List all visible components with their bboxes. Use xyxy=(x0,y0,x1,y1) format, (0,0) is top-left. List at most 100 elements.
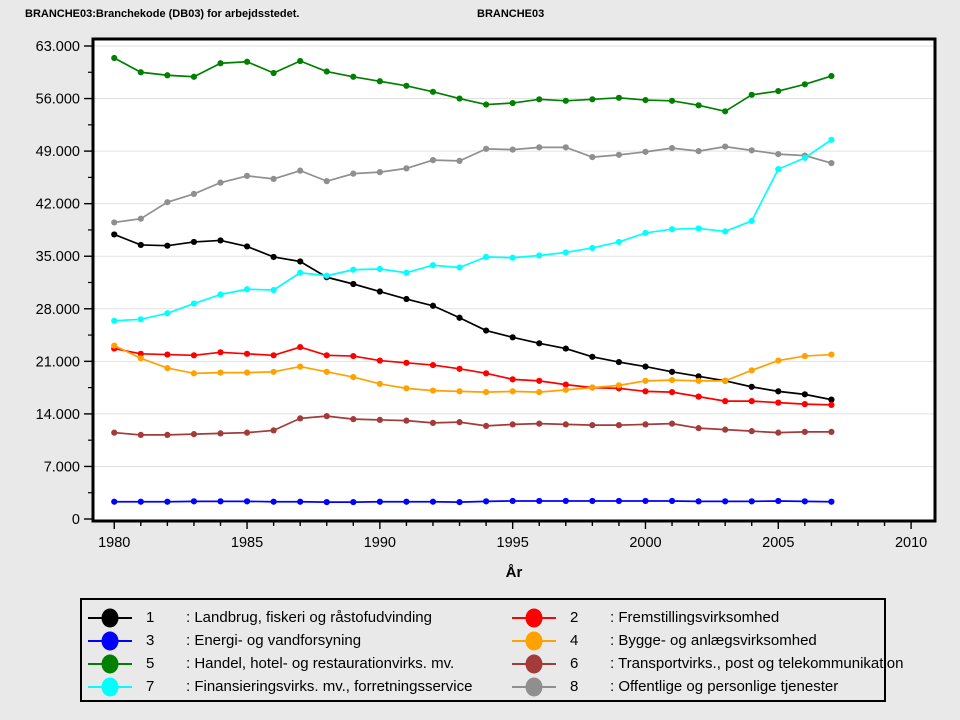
series-marker-7 xyxy=(589,244,596,252)
series-marker-6 xyxy=(164,431,171,439)
series-marker-6 xyxy=(775,429,782,436)
series-marker-8 xyxy=(668,145,676,152)
series-marker-5 xyxy=(642,96,649,104)
series-marker-5 xyxy=(668,97,676,104)
legend-series-label: : Offentlige og personlige tjenester xyxy=(610,678,839,695)
series-marker-8 xyxy=(376,169,383,176)
series-marker-4 xyxy=(403,385,410,392)
series-marker-6 xyxy=(190,431,198,438)
series-marker-7 xyxy=(164,310,171,317)
series-marker-8 xyxy=(297,167,304,174)
series-marker-5 xyxy=(695,102,702,109)
series-marker-2 xyxy=(722,398,729,405)
series-marker-6 xyxy=(350,416,357,423)
legend-series-number: 7 xyxy=(146,678,155,695)
y-axis-tick-label: 7.000 xyxy=(44,459,80,475)
series-marker-3 xyxy=(589,497,596,505)
series-marker-7 xyxy=(403,269,410,276)
legend-series-number: 5 xyxy=(146,655,155,672)
legend-entry-4: 4 : Bygge- og anlægsvirksomhed xyxy=(510,629,903,652)
y-axis-tick-label: 28.000 xyxy=(36,302,80,318)
series-marker-4 xyxy=(323,368,330,375)
series-marker-2 xyxy=(403,359,410,366)
series-line-2 xyxy=(114,346,832,406)
series-marker-6 xyxy=(828,428,835,436)
series-line-6 xyxy=(114,415,832,436)
series-marker-5 xyxy=(323,68,330,75)
series-marker-8 xyxy=(323,178,330,185)
series-marker-8 xyxy=(828,160,835,167)
series-marker-4 xyxy=(243,369,251,376)
series-marker-4 xyxy=(695,377,702,384)
series-marker-8 xyxy=(642,148,649,155)
series-marker-6 xyxy=(615,422,623,429)
series-marker-5 xyxy=(164,72,171,79)
series-marker-8 xyxy=(429,157,437,164)
series-marker-3 xyxy=(403,498,410,505)
series-marker-3 xyxy=(111,498,118,505)
series-marker-2 xyxy=(509,376,516,383)
y-axis-tick-label: 0 xyxy=(72,512,80,528)
series-marker-6 xyxy=(323,413,330,420)
series-marker-5 xyxy=(403,82,410,89)
series-marker-5 xyxy=(483,101,490,108)
series-marker-2 xyxy=(668,389,676,396)
series-marker-3 xyxy=(509,497,516,505)
series-marker-7 xyxy=(828,136,835,143)
series-marker-7 xyxy=(509,254,516,261)
legend-series-label: : Bygge- og anlægsvirksomhed xyxy=(610,632,817,649)
series-marker-3 xyxy=(350,499,357,506)
series-marker-3 xyxy=(722,498,729,505)
series-marker-5 xyxy=(456,95,463,102)
series-marker-2 xyxy=(350,352,357,360)
series-line-1 xyxy=(113,233,832,401)
legend-marker-icon xyxy=(512,654,556,673)
series-marker-6 xyxy=(589,422,596,429)
series-marker-3 xyxy=(695,498,702,505)
legend-series-number: 4 xyxy=(570,632,579,649)
series-marker-2 xyxy=(695,393,702,400)
y-axis-tick-label: 49.000 xyxy=(36,144,80,160)
series-marker-4 xyxy=(270,368,277,375)
line-chart-plot-area: 0 7.000 14.000 21.000 28.000 35.000 42.000 49.0… xyxy=(36,37,937,581)
series-marker-3 xyxy=(456,499,463,506)
series-marker-2 xyxy=(429,361,437,369)
chart-subtitle-variable: BRANCHE03 xyxy=(477,8,545,20)
series-marker-5 xyxy=(536,96,543,103)
series-marker-4 xyxy=(668,377,676,384)
x-axis-tick-label: 1980 xyxy=(98,535,130,551)
series-marker-6 xyxy=(270,427,277,434)
series-marker-7 xyxy=(668,226,676,233)
series-marker-8 xyxy=(722,143,729,150)
series-marker-4 xyxy=(722,377,729,384)
series-marker-4 xyxy=(111,342,118,349)
legend-series-number: 1 xyxy=(146,609,155,626)
series-marker-4 xyxy=(190,370,198,377)
legend-series-number: 3 xyxy=(146,632,155,649)
series-marker-1 xyxy=(243,243,251,250)
series-marker-8 xyxy=(483,145,490,152)
series-marker-3 xyxy=(190,498,198,505)
x-axis-tick-label: 1995 xyxy=(497,535,529,551)
y-axis-tick-label: 63.000 xyxy=(36,39,80,55)
series-marker-3 xyxy=(376,498,383,505)
series-marker-2 xyxy=(483,370,490,377)
series-marker-5 xyxy=(429,88,437,95)
series-marker-3 xyxy=(801,498,808,505)
series-marker-1 xyxy=(589,353,596,360)
series-marker-3 xyxy=(748,498,755,505)
series-marker-3 xyxy=(164,498,171,505)
series-marker-7 xyxy=(695,225,702,232)
series-marker-5 xyxy=(615,94,623,101)
series-marker-5 xyxy=(376,78,383,85)
series-marker-8 xyxy=(164,199,171,206)
legend-series-label: : Fremstillingsvirksomhed xyxy=(610,609,780,626)
series-marker-3 xyxy=(483,498,490,505)
series-marker-7 xyxy=(350,266,357,273)
series-marker-2 xyxy=(376,357,383,364)
series-marker-3 xyxy=(137,498,144,505)
legend-entry-1: 1: Landbrug, fiskeri og råstofudvinding xyxy=(86,606,506,629)
series-marker-8 xyxy=(536,144,543,151)
series-marker-6 xyxy=(376,416,383,423)
x-axis-tick-label: 2000 xyxy=(629,535,661,551)
